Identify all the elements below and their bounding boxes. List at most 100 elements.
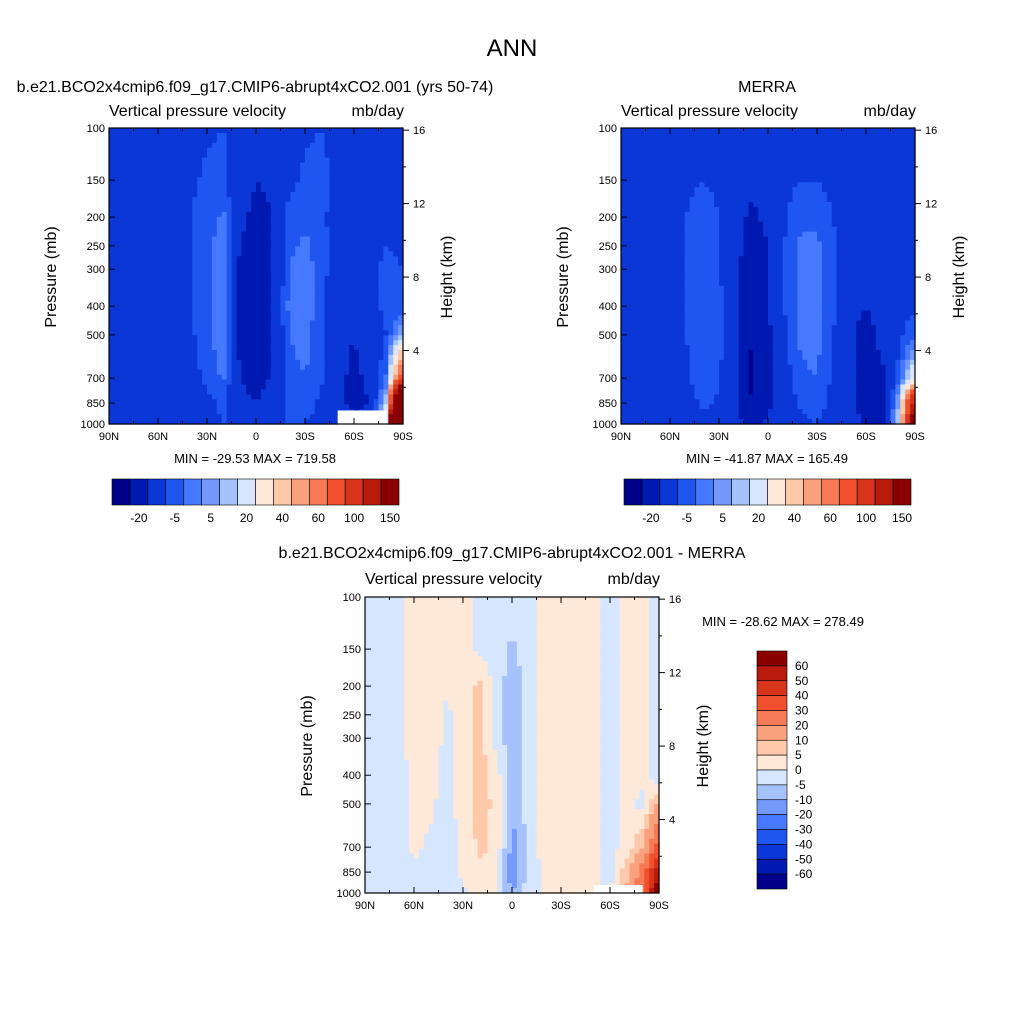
heatmap-cell <box>398 142 404 149</box>
heatmap-cell <box>748 202 754 208</box>
heatmap-cell <box>290 266 296 272</box>
heatmap-cell <box>640 182 647 188</box>
heatmap-cell <box>846 197 852 203</box>
heatmap-cell <box>782 226 789 233</box>
heatmap-cell <box>123 384 130 391</box>
heatmap-cell <box>334 280 340 287</box>
heatmap-cell <box>133 236 139 243</box>
heatmap-cell <box>777 162 784 169</box>
heatmap-cell <box>689 142 696 149</box>
heatmap-cell <box>398 394 404 400</box>
heatmap-cell <box>128 419 135 425</box>
heatmap-cell <box>251 369 257 376</box>
heatmap-cell <box>138 409 144 415</box>
heatmap-cell <box>226 241 233 247</box>
heatmap-cell <box>393 330 399 336</box>
heatmap-cell <box>236 251 242 257</box>
heatmap-cell <box>123 330 130 336</box>
heatmap-cell <box>319 147 326 154</box>
heatmap-cell <box>260 231 267 238</box>
heatmap-cell <box>207 409 213 415</box>
heatmap-cell <box>383 202 389 208</box>
heatmap-cell <box>133 285 139 292</box>
heatmap-cell <box>787 182 794 188</box>
heatmap-cell <box>153 325 159 331</box>
heatmap-cell <box>260 162 267 169</box>
heatmap-cell <box>270 295 277 302</box>
heatmap-cell <box>314 315 321 321</box>
heatmap-cell <box>354 132 360 139</box>
heatmap-cell <box>226 157 233 164</box>
heatmap-cell <box>885 192 892 198</box>
heatmap-cell <box>138 419 144 425</box>
heatmap-cell <box>344 379 350 386</box>
heatmap-cell <box>148 231 154 238</box>
heatmap-cell <box>363 162 370 169</box>
heatmap-cell <box>733 206 740 213</box>
heatmap-cell <box>162 394 169 400</box>
heatmap-cell <box>383 142 389 149</box>
heatmap-cell <box>358 354 365 361</box>
heatmap-cell <box>197 419 203 425</box>
heatmap-cell <box>118 182 125 188</box>
heatmap-cell <box>314 325 321 331</box>
heatmap-cell <box>216 394 223 400</box>
heatmap-cell <box>221 246 228 252</box>
heatmap-cell <box>329 419 335 425</box>
heatmap-cell <box>167 419 174 425</box>
heatmap-cell <box>890 192 896 198</box>
heatmap-cell <box>123 142 130 149</box>
heatmap-cell <box>728 157 735 164</box>
heatmap-cell <box>699 231 705 238</box>
heatmap-cell <box>900 226 906 233</box>
heatmap-cell <box>393 364 399 371</box>
heatmap-cell <box>870 187 877 193</box>
heatmap-cell <box>182 340 188 346</box>
heatmap-cell <box>211 330 218 336</box>
heatmap-cell <box>738 202 745 208</box>
heatmap-cell <box>324 142 331 149</box>
heatmap-cell <box>143 211 149 218</box>
heatmap-cell <box>300 369 306 376</box>
heatmap-cell <box>723 157 730 164</box>
heatmap-cell <box>674 167 681 173</box>
heatmap-cell <box>177 374 184 381</box>
heatmap-cell <box>831 206 838 213</box>
heatmap-cell <box>660 177 666 183</box>
heatmap-cell <box>256 315 262 321</box>
heatmap-cell <box>640 152 647 159</box>
heatmap-cell <box>665 187 671 193</box>
heatmap-cell <box>319 320 326 326</box>
heatmap-cell <box>202 236 208 243</box>
heatmap-cell <box>319 266 326 272</box>
heatmap-cell <box>226 364 233 371</box>
heatmap-cell <box>679 162 686 169</box>
heatmap-cell <box>870 182 877 188</box>
heatmap-cell <box>113 172 120 178</box>
heatmap-cell <box>640 177 647 183</box>
heatmap-cell <box>851 162 857 169</box>
heatmap-cell <box>768 152 774 159</box>
heatmap-cell <box>679 206 686 213</box>
heatmap-cell <box>699 216 705 223</box>
heatmap-cell <box>684 197 691 203</box>
heatmap-cell <box>133 211 139 218</box>
heatmap-cell <box>861 192 867 198</box>
panel-model-ylabel-right: Height (km) <box>439 236 456 319</box>
heatmap-cell <box>363 157 370 164</box>
heatmap-cell <box>295 305 301 312</box>
heatmap-cell <box>270 142 277 149</box>
heatmap-cell <box>851 221 857 228</box>
heatmap-cell <box>398 359 404 366</box>
heatmap-cell <box>393 266 399 272</box>
heatmap-cell <box>241 345 247 351</box>
heatmap-cell <box>172 409 179 415</box>
heatmap-cell <box>167 152 174 159</box>
heatmap-cell <box>719 182 725 188</box>
heatmap-cell <box>812 172 818 178</box>
heatmap-cell <box>621 137 627 144</box>
heatmap-cell <box>368 300 375 307</box>
heatmap-cell <box>123 132 130 139</box>
heatmap-cell <box>231 394 237 400</box>
heatmap-cell <box>309 335 316 341</box>
